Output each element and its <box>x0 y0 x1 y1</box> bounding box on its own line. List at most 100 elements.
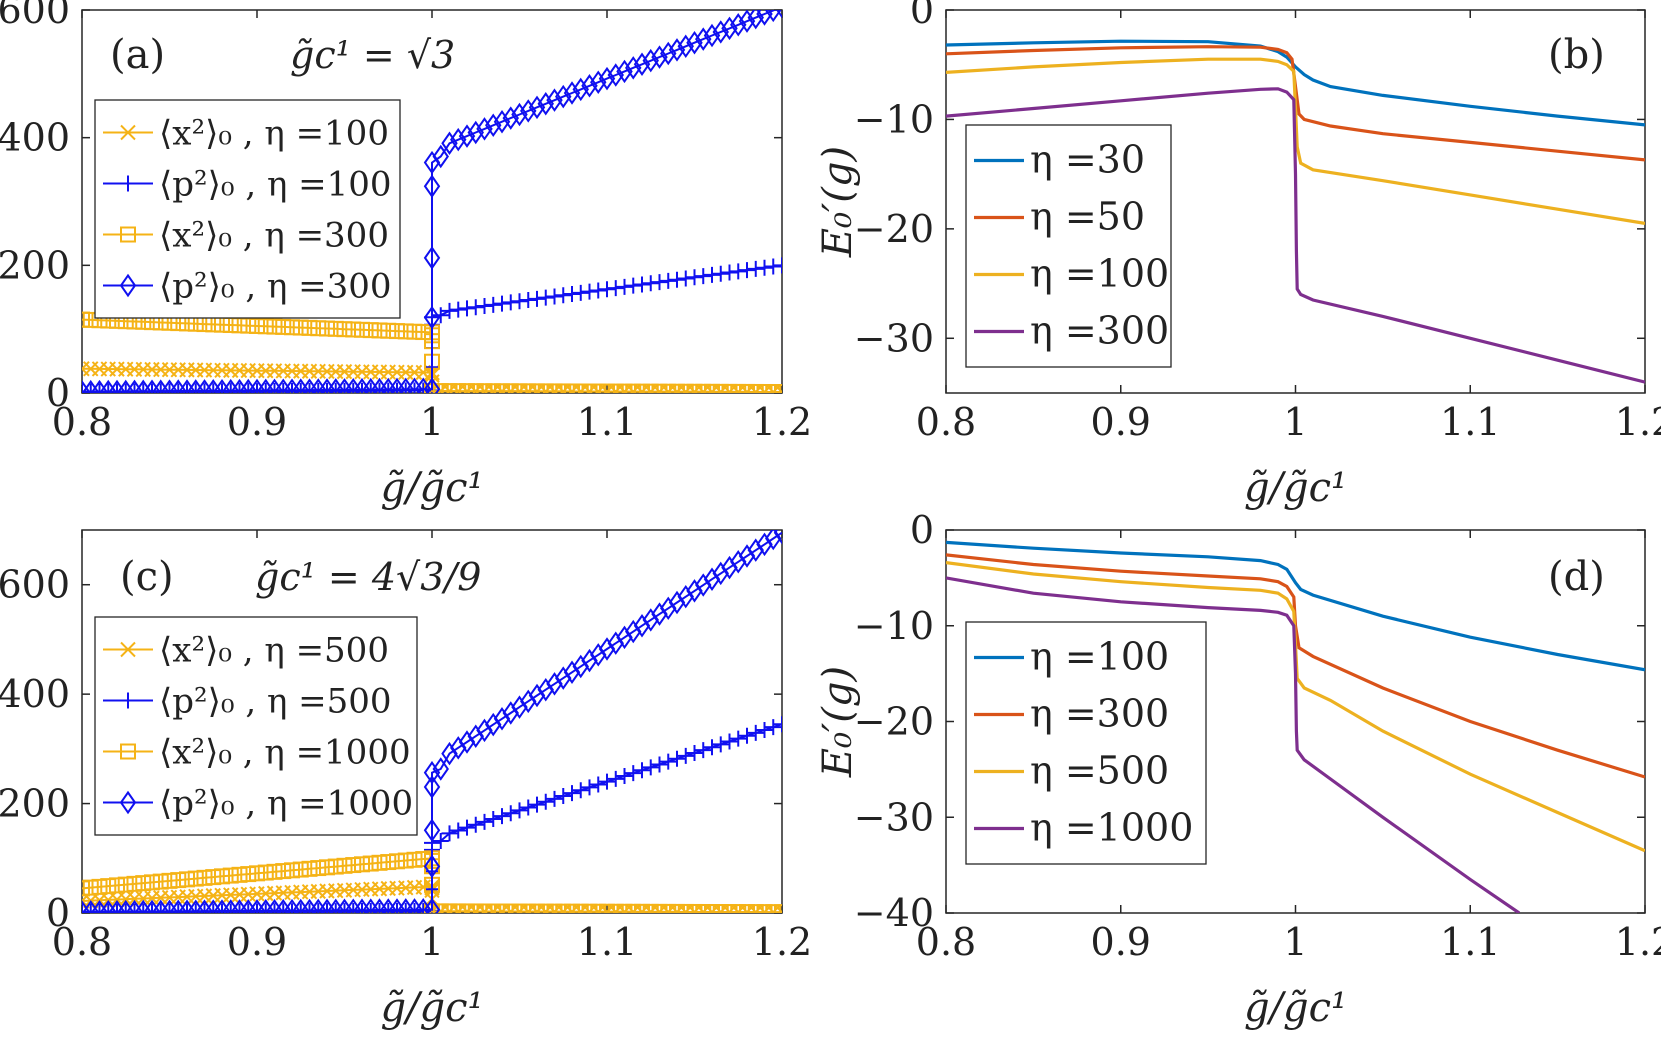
legend-label: ⟨p²⟩₀ , η =500 <box>159 682 392 722</box>
x-tick-label: 1 <box>420 920 444 964</box>
data-point <box>450 301 467 318</box>
data-point <box>607 63 624 87</box>
data-point <box>572 77 589 102</box>
data-point <box>747 724 764 741</box>
y-tick-label: 200 <box>0 243 70 287</box>
data-point <box>555 287 572 304</box>
data-point <box>607 280 624 297</box>
data-point <box>555 788 572 805</box>
data-point <box>476 903 493 913</box>
y-tick-label: 0 <box>910 0 934 32</box>
data-point <box>669 903 685 913</box>
data-point <box>214 868 230 885</box>
series-line <box>946 87 1645 384</box>
data-point <box>721 733 738 750</box>
panel-label: (b) <box>1548 32 1605 78</box>
data-point <box>467 903 484 913</box>
data-point <box>423 377 441 393</box>
data-point <box>774 384 782 393</box>
data-point <box>625 277 642 294</box>
data-point <box>450 903 467 913</box>
legend-box <box>94 616 418 836</box>
data-point <box>660 41 677 66</box>
data-point <box>485 113 502 138</box>
y-tick-label: 0 <box>46 891 70 935</box>
data-point <box>756 10 773 26</box>
data-point <box>686 269 703 286</box>
series-line <box>82 10 777 393</box>
data-point <box>747 260 764 277</box>
y-tick-label: −10 <box>854 604 934 648</box>
data-point <box>345 321 362 338</box>
data-point <box>730 383 747 393</box>
data-point <box>703 23 721 48</box>
data-point <box>179 871 195 888</box>
data-point <box>537 793 554 810</box>
data-point <box>327 858 344 875</box>
y-tick-label: 0 <box>910 508 934 552</box>
data-point <box>266 863 283 880</box>
data-point <box>625 56 642 80</box>
data-point <box>423 174 441 198</box>
legend-label: η =1000 <box>1030 806 1193 850</box>
data-point <box>485 296 502 313</box>
data-point <box>319 859 335 876</box>
data-point <box>485 903 502 913</box>
data-point <box>747 904 764 913</box>
data-point <box>642 903 659 913</box>
data-point <box>354 856 370 873</box>
data-point <box>467 120 484 145</box>
data-point <box>634 903 650 913</box>
panel-a: 0.8 0.9 1 1.1 1.2 0 200 400 600 g̃/g̃c¹ (a) g̃c¹ = … <box>0 0 812 511</box>
data-point <box>669 271 685 288</box>
data-point <box>432 144 449 169</box>
legend-label: η =300 <box>1030 692 1169 736</box>
y-tick-label: 400 <box>0 116 70 160</box>
data-point <box>572 383 589 393</box>
data-point <box>415 324 432 341</box>
data-point <box>721 383 738 393</box>
data-point <box>467 383 484 393</box>
series-line <box>82 531 782 913</box>
series-line <box>946 576 1521 913</box>
data-point <box>686 383 703 393</box>
series-group <box>82 530 782 913</box>
data-point <box>502 383 519 393</box>
y-tick-label: −30 <box>854 795 934 839</box>
data-point <box>756 721 773 738</box>
legend-label: ⟨x²⟩₀ , η =500 <box>159 631 389 671</box>
data-point <box>660 272 677 289</box>
data-point <box>686 30 703 55</box>
data-point <box>257 864 274 881</box>
x-tick-label: 1.2 <box>1615 920 1661 964</box>
data-point <box>704 904 720 913</box>
data-point <box>590 903 607 913</box>
data-point <box>476 298 493 315</box>
x-tick-label: 1.2 <box>752 400 812 444</box>
data-point <box>520 383 537 393</box>
data-point <box>563 81 581 105</box>
data-point <box>634 383 650 393</box>
data-point <box>441 903 458 913</box>
data-point <box>310 320 327 337</box>
data-point <box>520 99 537 123</box>
data-point <box>502 106 519 130</box>
y-tick-label: 0 <box>46 371 70 415</box>
legend-box <box>965 621 1207 865</box>
data-point <box>616 903 633 913</box>
data-point <box>704 266 720 283</box>
data-point <box>651 274 668 291</box>
legend-marker <box>120 743 136 760</box>
data-point <box>581 903 598 913</box>
data-point <box>432 383 449 393</box>
y-axis-label: E₀′(g) <box>815 666 861 778</box>
data-point <box>756 904 773 913</box>
data-point <box>669 750 685 767</box>
data-point <box>423 818 441 843</box>
data-point <box>669 383 685 393</box>
data-point <box>581 383 598 393</box>
data-point <box>721 264 738 281</box>
data-point <box>590 776 607 793</box>
data-point <box>397 323 414 340</box>
data-point <box>441 302 458 319</box>
